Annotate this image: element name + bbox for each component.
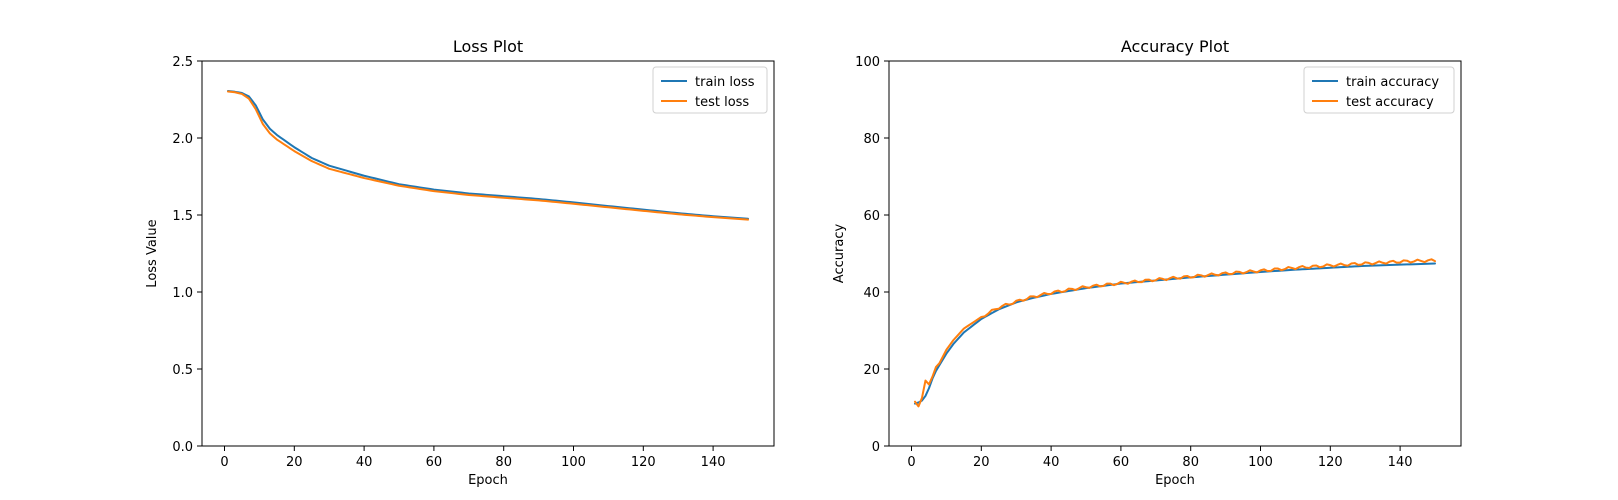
loss-x-tick-label: 20 bbox=[286, 455, 303, 470]
accuracy-x-tick-label: 20 bbox=[973, 455, 990, 470]
loss-x-tick-label: 120 bbox=[631, 455, 656, 470]
accuracy-legend-box bbox=[1303, 66, 1455, 114]
loss-y-tick-label: 1.5 bbox=[172, 209, 193, 224]
accuracy-x-tick-label: 120 bbox=[1318, 455, 1343, 470]
loss-y-tick-label: 2.5 bbox=[172, 55, 193, 70]
loss-x-tick-label: 80 bbox=[495, 455, 512, 470]
accuracy-x-tick-label: 40 bbox=[1043, 455, 1060, 470]
loss-legend: train loss test loss bbox=[652, 66, 768, 114]
accuracy-y-tick-label: 0 bbox=[872, 440, 880, 455]
loss-x-tick-label: 140 bbox=[701, 455, 726, 470]
loss-x-tick-label: 0 bbox=[220, 455, 228, 470]
accuracy-series-lines bbox=[914, 258, 1436, 408]
loss-axes-frame bbox=[201, 60, 775, 447]
loss-y-tick-label: 1.0 bbox=[172, 286, 193, 301]
accuracy-x-ticks: 0 20 40 60 80 100 120 140 bbox=[907, 446, 1413, 470]
accuracy-y-ticks: 0 20 40 60 80 100 bbox=[855, 55, 889, 455]
loss-x-ticks: 0 20 40 60 80 100 120 140 bbox=[220, 446, 726, 470]
loss-legend-label-train: train loss bbox=[695, 75, 755, 90]
accuracy-plot: Accuracy Plot 0 20 40 60 80 100 120 140 0 20 40 60… bbox=[832, 37, 1462, 488]
accuracy-legend: train accuracy test accuracy bbox=[1303, 66, 1455, 114]
loss-x-axis-label: Epoch bbox=[468, 473, 508, 488]
loss-train-line bbox=[227, 90, 749, 220]
loss-y-axis-label: Loss Value bbox=[145, 219, 160, 287]
accuracy-x-tick-label: 60 bbox=[1113, 455, 1130, 470]
accuracy-x-axis-label: Epoch bbox=[1155, 473, 1195, 488]
accuracy-x-tick-label: 80 bbox=[1182, 455, 1199, 470]
loss-y-tick-label: 2.0 bbox=[172, 132, 193, 147]
loss-plot-title: Loss Plot bbox=[453, 37, 523, 56]
loss-test-line bbox=[227, 90, 749, 221]
accuracy-x-tick-label: 100 bbox=[1248, 455, 1273, 470]
loss-legend-label-test: test loss bbox=[695, 95, 749, 110]
accuracy-y-tick-label: 100 bbox=[855, 55, 880, 70]
loss-x-tick-label: 100 bbox=[561, 455, 586, 470]
loss-y-tick-label: 0.0 bbox=[172, 440, 193, 455]
accuracy-legend-label-train: train accuracy bbox=[1346, 75, 1439, 90]
loss-y-tick-label: 0.5 bbox=[172, 363, 193, 378]
loss-y-ticks: 0.0 0.5 1.0 1.5 2.0 2.5 bbox=[172, 55, 202, 455]
accuracy-y-axis-label: Accuracy bbox=[832, 224, 847, 284]
accuracy-x-tick-label: 140 bbox=[1388, 455, 1413, 470]
accuracy-y-tick-label: 60 bbox=[863, 209, 880, 224]
loss-x-tick-label: 40 bbox=[356, 455, 373, 470]
accuracy-legend-label-test: test accuracy bbox=[1346, 95, 1434, 110]
accuracy-y-tick-label: 80 bbox=[863, 132, 880, 147]
loss-x-tick-label: 60 bbox=[426, 455, 443, 470]
loss-plot: Loss Plot 0 20 40 60 80 100 120 140 0.0 0.5 1.0 1.… bbox=[145, 37, 775, 488]
accuracy-axes-frame bbox=[888, 60, 1462, 447]
accuracy-plot-title: Accuracy Plot bbox=[1121, 37, 1229, 56]
accuracy-x-tick-label: 0 bbox=[907, 455, 915, 470]
accuracy-y-tick-label: 20 bbox=[863, 363, 880, 378]
accuracy-train-line bbox=[914, 262, 1436, 405]
accuracy-test-line bbox=[914, 258, 1436, 408]
loss-series-lines bbox=[227, 90, 749, 221]
accuracy-y-tick-label: 40 bbox=[863, 286, 880, 301]
